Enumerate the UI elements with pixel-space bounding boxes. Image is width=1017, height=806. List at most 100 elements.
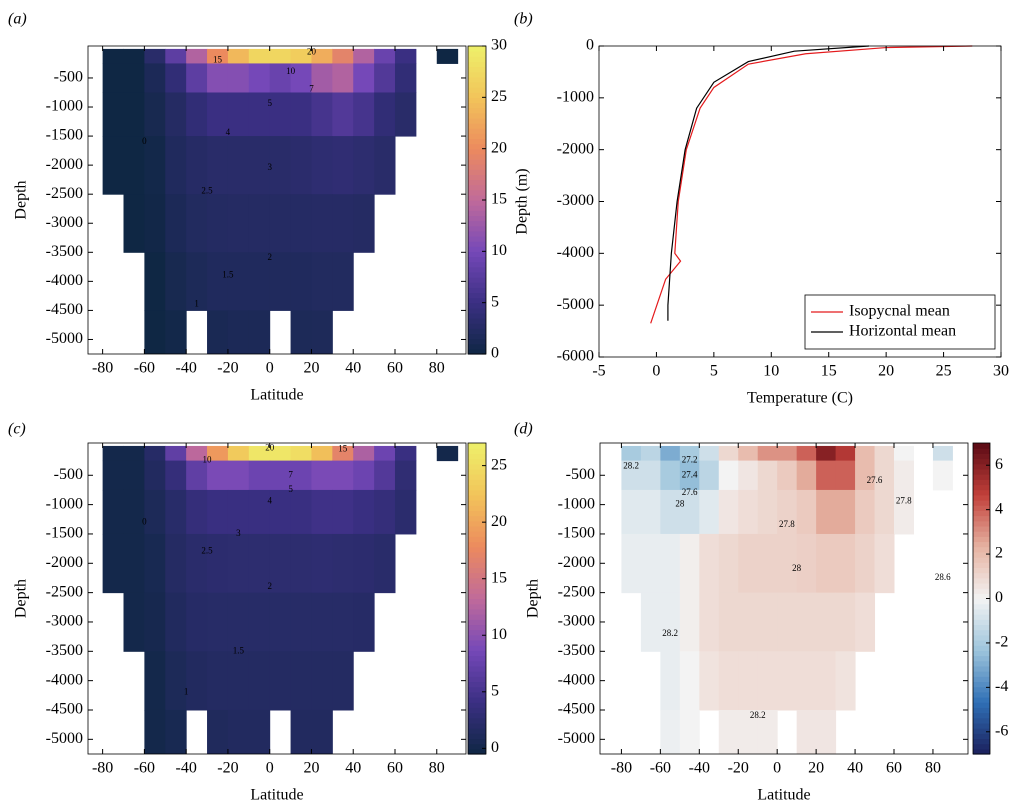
heatmap-cell: [757, 445, 778, 462]
heatmap-cell: [679, 445, 700, 462]
colorbar-segment: [468, 619, 486, 626]
heatmap-cell: [227, 445, 250, 462]
colorbar-segment: [468, 463, 486, 470]
y-tick-label: -5000: [557, 296, 594, 313]
colorbar-segment: [468, 123, 486, 129]
heatmap-cell: [269, 63, 292, 93]
colorbar-segment: [468, 567, 486, 574]
y-tick-label: -2500: [46, 583, 83, 600]
heatmap-cell: [290, 63, 312, 93]
colorbar-segment: [468, 676, 486, 683]
heatmap-cell: [679, 592, 700, 652]
heatmap-cell: [248, 252, 271, 311]
colorbar-segment: [468, 468, 486, 475]
heatmap-cell: [353, 63, 375, 93]
colorbar-segment: [468, 593, 486, 600]
colorbar-segment: [468, 562, 486, 568]
heatmap-cell: [816, 489, 837, 535]
colorbar-segment: [468, 133, 486, 139]
colorbar-segment: [468, 551, 486, 558]
heatmap-cell: [207, 533, 229, 594]
colorbar-segment: [973, 676, 990, 683]
heatmap-cell: [165, 92, 187, 137]
heatmap-cell: [248, 194, 271, 253]
colorbar-segment: [973, 629, 990, 636]
x-tick-label: 0: [266, 360, 274, 377]
contour-label: 28.2: [750, 710, 766, 720]
heatmap-cell: [332, 445, 354, 462]
heatmap-cell: [718, 533, 739, 594]
colorbar-segment: [973, 722, 990, 729]
heatmap-cell: [311, 310, 333, 354]
heatmap-cell: [186, 489, 208, 535]
colorbar-segment: [468, 117, 486, 124]
heatmap-cell: [374, 445, 396, 462]
heatmap-cell: [165, 63, 187, 93]
heatmap-cell: [374, 533, 396, 594]
y-tick-label: -2500: [46, 185, 83, 202]
heatmap-cell: [123, 194, 145, 253]
y-tick-label: -3500: [558, 642, 595, 659]
y-tick-label: -2000: [46, 156, 83, 173]
heatmap-cell: [227, 592, 250, 652]
contour-label: 2: [267, 252, 272, 262]
colorbar-segment: [973, 567, 990, 574]
colorbar-segment: [468, 87, 486, 93]
y-tick-label: -6000: [557, 348, 594, 365]
colorbar-segment: [468, 696, 486, 703]
y-tick-label: -1500: [46, 525, 83, 542]
colorbar-segment: [973, 448, 990, 454]
heatmap-cell: [102, 136, 125, 195]
colorbar-segment: [973, 453, 990, 460]
heatmap-cell: [144, 489, 166, 535]
contour-label: 27.2: [682, 455, 698, 465]
heatmap-cell: [353, 445, 375, 462]
x-tick-label: 5: [710, 363, 718, 380]
colorbar-segment: [973, 603, 990, 610]
colorbar-segment: [973, 608, 990, 615]
heatmap-cell: [290, 92, 312, 137]
colorbar-segment: [468, 645, 486, 651]
heatmap-cell: [248, 592, 271, 652]
heatmap-cell: [777, 445, 798, 462]
heatmap-cell: [144, 136, 166, 195]
colorbar-segment: [468, 66, 486, 73]
heatmap-cell: [660, 460, 681, 491]
heatmap-cell: [332, 592, 354, 652]
heatmap-cell: [269, 48, 292, 64]
colorbar-segment: [468, 728, 486, 734]
heatmap-cell: [621, 445, 642, 462]
colorbar-segment: [468, 588, 486, 594]
heatmap-cell: [165, 48, 187, 64]
heatmap-cell: [679, 533, 700, 594]
heatmap-cell: [144, 651, 166, 711]
contour-label: 1: [184, 686, 189, 696]
heatmap-cell: [394, 460, 417, 491]
heatmap-cell: [227, 136, 250, 195]
heatmap-cell: [269, 252, 292, 311]
heatmap-cell: [123, 489, 145, 535]
heatmap-cell: [248, 63, 271, 93]
heatmap-cell: [718, 445, 739, 462]
colorbar-segment: [468, 603, 486, 610]
heatmap-cell: [816, 533, 837, 594]
heatmap-cell: [660, 533, 681, 594]
heatmap-cell: [102, 489, 125, 535]
contour-label: 27.6: [867, 475, 883, 485]
colorbar-tick-label: 5: [491, 293, 499, 310]
contour-label: 1.5: [222, 270, 234, 280]
heatmap-cell: [227, 92, 250, 137]
heatmap-cell: [248, 651, 271, 711]
colorbar-segment: [468, 164, 486, 170]
heatmap-cell: [290, 48, 312, 64]
x-tick-label: 80: [429, 760, 445, 777]
colorbar-tick-label: -4: [995, 678, 1008, 695]
heatmap-cell: [757, 460, 778, 491]
heatmap-cell: [894, 489, 914, 535]
colorbar-segment: [468, 557, 486, 563]
heatmap-cell: [290, 310, 312, 354]
colorbar-segment: [973, 645, 990, 651]
contour-label: 15: [338, 444, 348, 454]
heatmap-cell: [757, 709, 778, 754]
colorbar-segment: [468, 722, 486, 729]
